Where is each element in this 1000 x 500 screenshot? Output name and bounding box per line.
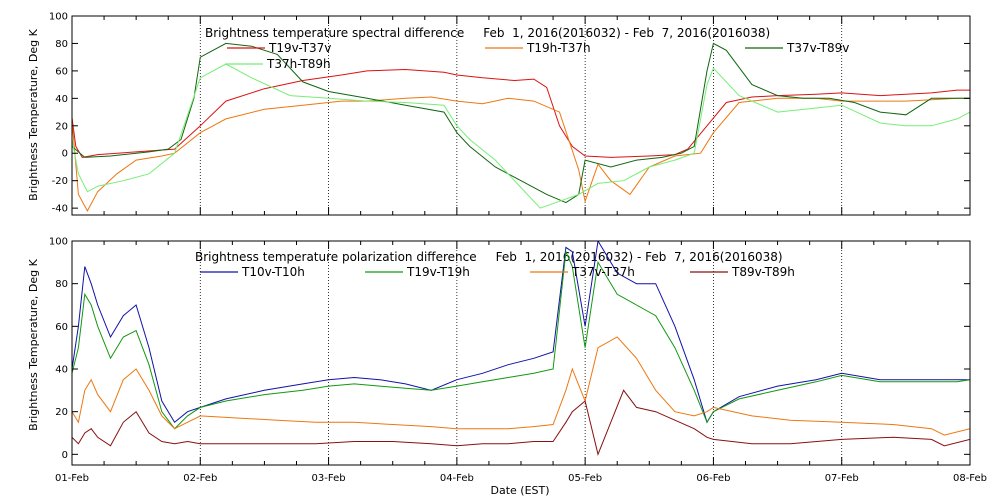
polarization-plot-frame xyxy=(71,240,971,466)
legend-label-t19v-t19h: T19v-T19h xyxy=(406,265,470,279)
x-tick-label: 05-Feb xyxy=(568,473,602,484)
polarization-y-tick-label: 100 xyxy=(49,237,68,248)
x-tick-label: 07-Feb xyxy=(825,473,859,484)
spectral-difference-panel: Brightness temperature spectral differen… xyxy=(27,12,971,216)
polarization-y-tick-label: 80 xyxy=(55,279,68,290)
legend-label-t37v-t89v: T37v-T89v xyxy=(786,41,849,55)
legend-label-t89v-t89h: T89v-T89h xyxy=(731,265,795,279)
polarization-y-tick-label: 20 xyxy=(55,407,68,418)
polarization-y-axis-label: Brightness Temperature, Deg K xyxy=(27,258,40,430)
spectral-y-tick-label: 80 xyxy=(55,39,68,50)
spectral-series-group xyxy=(72,42,970,212)
spectral-y-axis-label: Brightness Temperature, Deg K xyxy=(27,28,40,200)
series-line-t10v-t10h xyxy=(72,241,970,424)
legend-label-t37v-t37h: T37v-T37h xyxy=(571,265,635,279)
polarization-difference-panel: Brightness temperature polarization diff… xyxy=(27,237,987,485)
x-tick-label: 03-Feb xyxy=(312,473,346,484)
series-line-t19v-t37v xyxy=(72,68,970,158)
polarization-y-tick-label: 60 xyxy=(55,322,68,333)
spectral-y-tick-label: 60 xyxy=(55,66,68,77)
spectral-y-tick-label: 0 xyxy=(62,149,68,160)
polarization-series-group xyxy=(72,241,970,456)
polarization-y-tick-label: 40 xyxy=(55,365,68,376)
series-line-t89v-t89h xyxy=(72,389,970,456)
x-axis-label: Date (EST) xyxy=(490,484,549,497)
x-tick-label: 04-Feb xyxy=(440,473,474,484)
x-tick-label: 01-Feb xyxy=(55,473,89,484)
legend-label-t19h-t37h: T19h-T37h xyxy=(526,41,591,55)
spectral-y-tick-label: 100 xyxy=(49,12,68,23)
series-line-t19v-t19h xyxy=(72,249,970,430)
series-line-t19h-t37h xyxy=(72,96,970,212)
polarization-chart-title: Brightness temperature polarization diff… xyxy=(195,250,783,264)
legend-label-t10v-t10h: T10v-T10h xyxy=(241,265,305,279)
series-line-t37h-t89h xyxy=(72,63,970,209)
spectral-y-tick-label: 20 xyxy=(55,121,68,132)
x-tick-label: 06-Feb xyxy=(696,473,730,484)
spectral-y-tick-label: 40 xyxy=(55,94,68,105)
spectral-chart-title: Brightness temperature spectral differen… xyxy=(205,26,770,40)
x-tick-label: 08-Feb xyxy=(953,473,987,484)
series-line-t37v-t89v xyxy=(72,42,970,204)
polarization-y-tick-label: 0 xyxy=(62,450,68,461)
legend-label-t37h-t89h: T37h-T89h xyxy=(266,57,331,71)
x-tick-label: 02-Feb xyxy=(183,473,217,484)
legend-label-t19v-t37v: T19v-T37v xyxy=(268,41,331,55)
spectral-y-tick-label: -20 xyxy=(52,176,68,187)
spectral-y-tick-label: -40 xyxy=(52,204,68,215)
series-line-t37v-t37h xyxy=(72,336,970,436)
